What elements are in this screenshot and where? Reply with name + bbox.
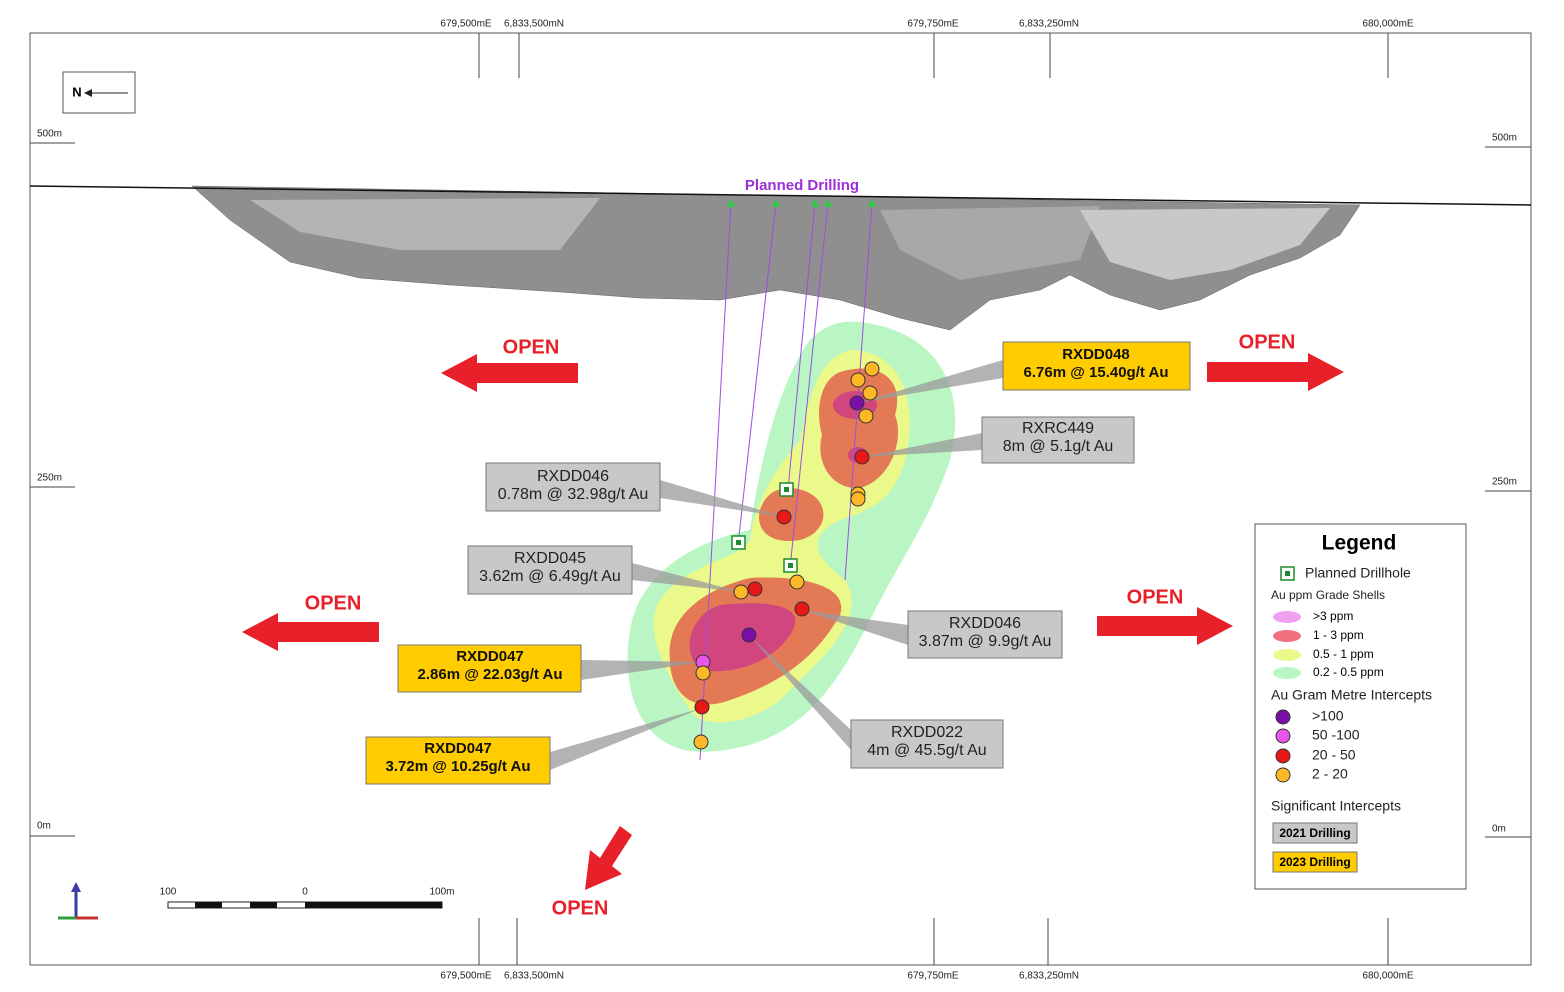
legend-swatch: [1275, 728, 1291, 744]
grid-label: 679,750mE: [907, 19, 958, 30]
pit-facet: [1080, 208, 1330, 280]
callout-intercept: 3.72m @ 10.25g/t Au: [386, 758, 531, 775]
callout-hole: RXDD048: [1062, 346, 1130, 363]
topography: [29, 185, 1532, 206]
north-label: N: [72, 84, 81, 99]
scale-bar: [167, 901, 443, 909]
callout-hole: RXDD045: [514, 550, 586, 567]
planned-drillholes: [731, 482, 798, 573]
planned-drilling-label: Planned Drilling: [745, 177, 859, 194]
callout-hole: RXDD022: [891, 724, 963, 741]
legend-item: 2 - 20: [1312, 766, 1348, 782]
legend-item: 2021 Drilling: [1279, 826, 1350, 840]
elevation-label: 500m: [1492, 133, 1517, 144]
legend-title: Legend: [1322, 532, 1397, 555]
callout-intercept: 6.76m @ 15.40g/t Au: [1024, 364, 1169, 381]
grid-label: 680,000mE: [1362, 19, 1413, 30]
legend-item: 2023 Drilling: [1279, 855, 1350, 869]
grid-label: 6,833,500mN: [504, 971, 564, 982]
callout-box: [397, 644, 582, 693]
callout-box: [1002, 341, 1191, 391]
open-label: OPEN: [503, 336, 560, 358]
grid-label: 679,750mE: [907, 971, 958, 982]
open-label: OPEN: [1239, 331, 1296, 353]
grid-label: 6,833,500mN: [504, 19, 564, 30]
elevation-label: 500m: [37, 129, 62, 140]
legend-swatch: [1275, 748, 1291, 764]
open-label: OPEN: [1127, 586, 1184, 608]
legend-swatch: [1275, 709, 1291, 725]
legend-swatch: [1273, 667, 1301, 679]
elevation-label: 250m: [37, 473, 62, 484]
grid-label: 6,833,250mN: [1019, 19, 1079, 30]
callout-intercept: 3.62m @ 6.49g/t Au: [479, 568, 621, 585]
callout-box: [485, 462, 661, 512]
callout-box: [907, 610, 1063, 659]
callout-intercept: 4m @ 45.5g/t Au: [867, 742, 986, 759]
scale-label: 0: [302, 887, 308, 898]
callout-box: [467, 545, 633, 595]
legend-swatch: [1272, 822, 1358, 844]
intercept-dots: [693, 361, 880, 750]
open-label: OPEN: [305, 592, 362, 614]
pit-facet: [880, 206, 1100, 280]
open-label: OPEN: [552, 897, 609, 919]
grid-label: 679,500mE: [440, 971, 491, 982]
legend-item: 0.2 - 0.5 ppm: [1313, 665, 1384, 679]
legend-item: >3 ppm: [1313, 609, 1353, 623]
elevation-label: 0m: [1492, 824, 1506, 835]
legend-item: 0.5 - 1 ppm: [1313, 647, 1374, 661]
legend-subtitle: Au ppm Grade Shells: [1271, 588, 1385, 602]
legend-item: Planned Drillhole: [1305, 565, 1411, 581]
callout-box: [850, 719, 1004, 769]
axis-triad: [58, 882, 98, 920]
callout-box: [981, 416, 1135, 464]
legend-item: >100: [1312, 708, 1344, 724]
callout-box: [365, 736, 551, 785]
open-arrows: [242, 353, 1344, 890]
callout-intercept: 3.87m @ 9.9g/t Au: [919, 633, 1052, 650]
callout-hole: RXDD046: [949, 615, 1021, 632]
grid-label: 680,000mE: [1362, 971, 1413, 982]
legend-item: 20 - 50: [1312, 747, 1356, 763]
pit-facet: [250, 198, 600, 250]
legend-swatch: [1273, 611, 1301, 623]
legend-item: 50 -100: [1312, 727, 1360, 743]
callout-intercept: 0.78m @ 32.98g/t Au: [498, 486, 649, 503]
legend-swatch: [1273, 630, 1301, 642]
grid-label: 679,500mE: [440, 19, 491, 30]
elevation-label: 250m: [1492, 477, 1517, 488]
legend-swatch: [1275, 767, 1291, 783]
callout-hole: RXDD047: [456, 648, 524, 665]
callout-hole: RXDD046: [537, 468, 609, 485]
elevation-label: 0m: [37, 821, 51, 832]
legend-subtitle: Significant Intercepts: [1271, 798, 1401, 814]
north-arrowhead: [84, 89, 92, 97]
legend-swatch: [1272, 851, 1358, 873]
grid-ticks: [30, 33, 1531, 965]
scale-label: 100: [160, 887, 177, 898]
callout-intercept: 2.86m @ 22.03g/t Au: [418, 666, 563, 683]
legend-swatch: [1285, 571, 1290, 576]
callout-hole: RXDD047: [424, 740, 492, 757]
callout-wedges: [550, 360, 1003, 770]
collars: [727, 199, 876, 207]
scale-label: 100m: [429, 887, 454, 898]
shell-high: [759, 488, 824, 541]
grid-label: 6,833,250mN: [1019, 971, 1079, 982]
callout-intercept: 8m @ 5.1g/t Au: [1003, 438, 1114, 455]
callout-hole: RXRC449: [1022, 420, 1094, 437]
legend-subtitle: Au Gram Metre Intercepts: [1271, 687, 1432, 703]
legend-item: 1 - 3 ppm: [1313, 628, 1364, 642]
legend-swatch: [1273, 649, 1301, 661]
